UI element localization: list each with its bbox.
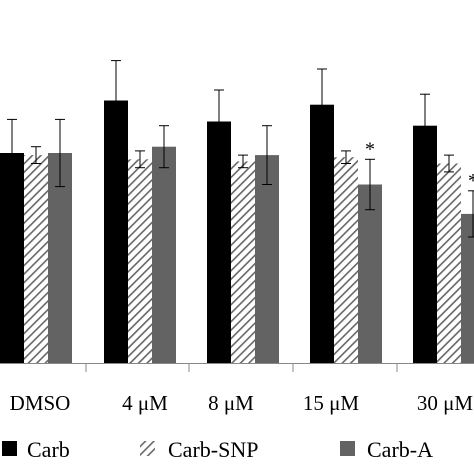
x-tick-label-4-m: 4 μM [122, 391, 168, 415]
x-tick-label-15-m: 15 μM [303, 391, 360, 415]
x-tick-label-8-m: 8 μM [208, 391, 254, 415]
bar-carb-snp-dmso [24, 155, 48, 363]
bar-carb-a-dmso [48, 153, 72, 363]
legend-swatch-carb [2, 441, 17, 456]
bar-carb-a-15-m [358, 184, 382, 363]
legend-label-carb-a: Carb-A [367, 437, 433, 462]
bar-carb-30-m [413, 125, 437, 363]
bar-carb-snp-8-m [231, 161, 255, 363]
bar-carb-snp-4-m [128, 159, 152, 363]
legend-swatch-carb-a [340, 441, 355, 456]
bar-carb-a-4-m [152, 146, 176, 363]
bar-carb-8-m [207, 121, 231, 363]
significance-marker-15-m: * [365, 138, 375, 160]
bar-carb-15-m [310, 104, 334, 363]
bar-carb-dmso [0, 153, 24, 363]
x-tick-label-dmso: DMSO [10, 391, 71, 415]
bar-carb-a-30-m [461, 213, 474, 363]
legend-label-carb-snp: Carb-SNP [168, 437, 258, 462]
legend-label-carb: Carb [27, 437, 70, 462]
x-ticks-layer: DMSO 4 μM 8 μM 15 μM 30 μM [10, 363, 474, 415]
significance-marker-30-m: * [468, 170, 474, 192]
bar-carb-a-8-m [255, 155, 279, 363]
legend-swatch-carb-snp [140, 441, 155, 456]
x-tick-label-30-m: 30 μM [417, 391, 474, 415]
bar-carb-snp-30-m [437, 163, 461, 363]
bar-carb-4-m [104, 100, 128, 363]
bar-carb-snp-15-m [334, 157, 358, 363]
legend: Carb Carb-SNP Carb-A [2, 437, 433, 462]
bars-layer: ** [0, 60, 474, 363]
